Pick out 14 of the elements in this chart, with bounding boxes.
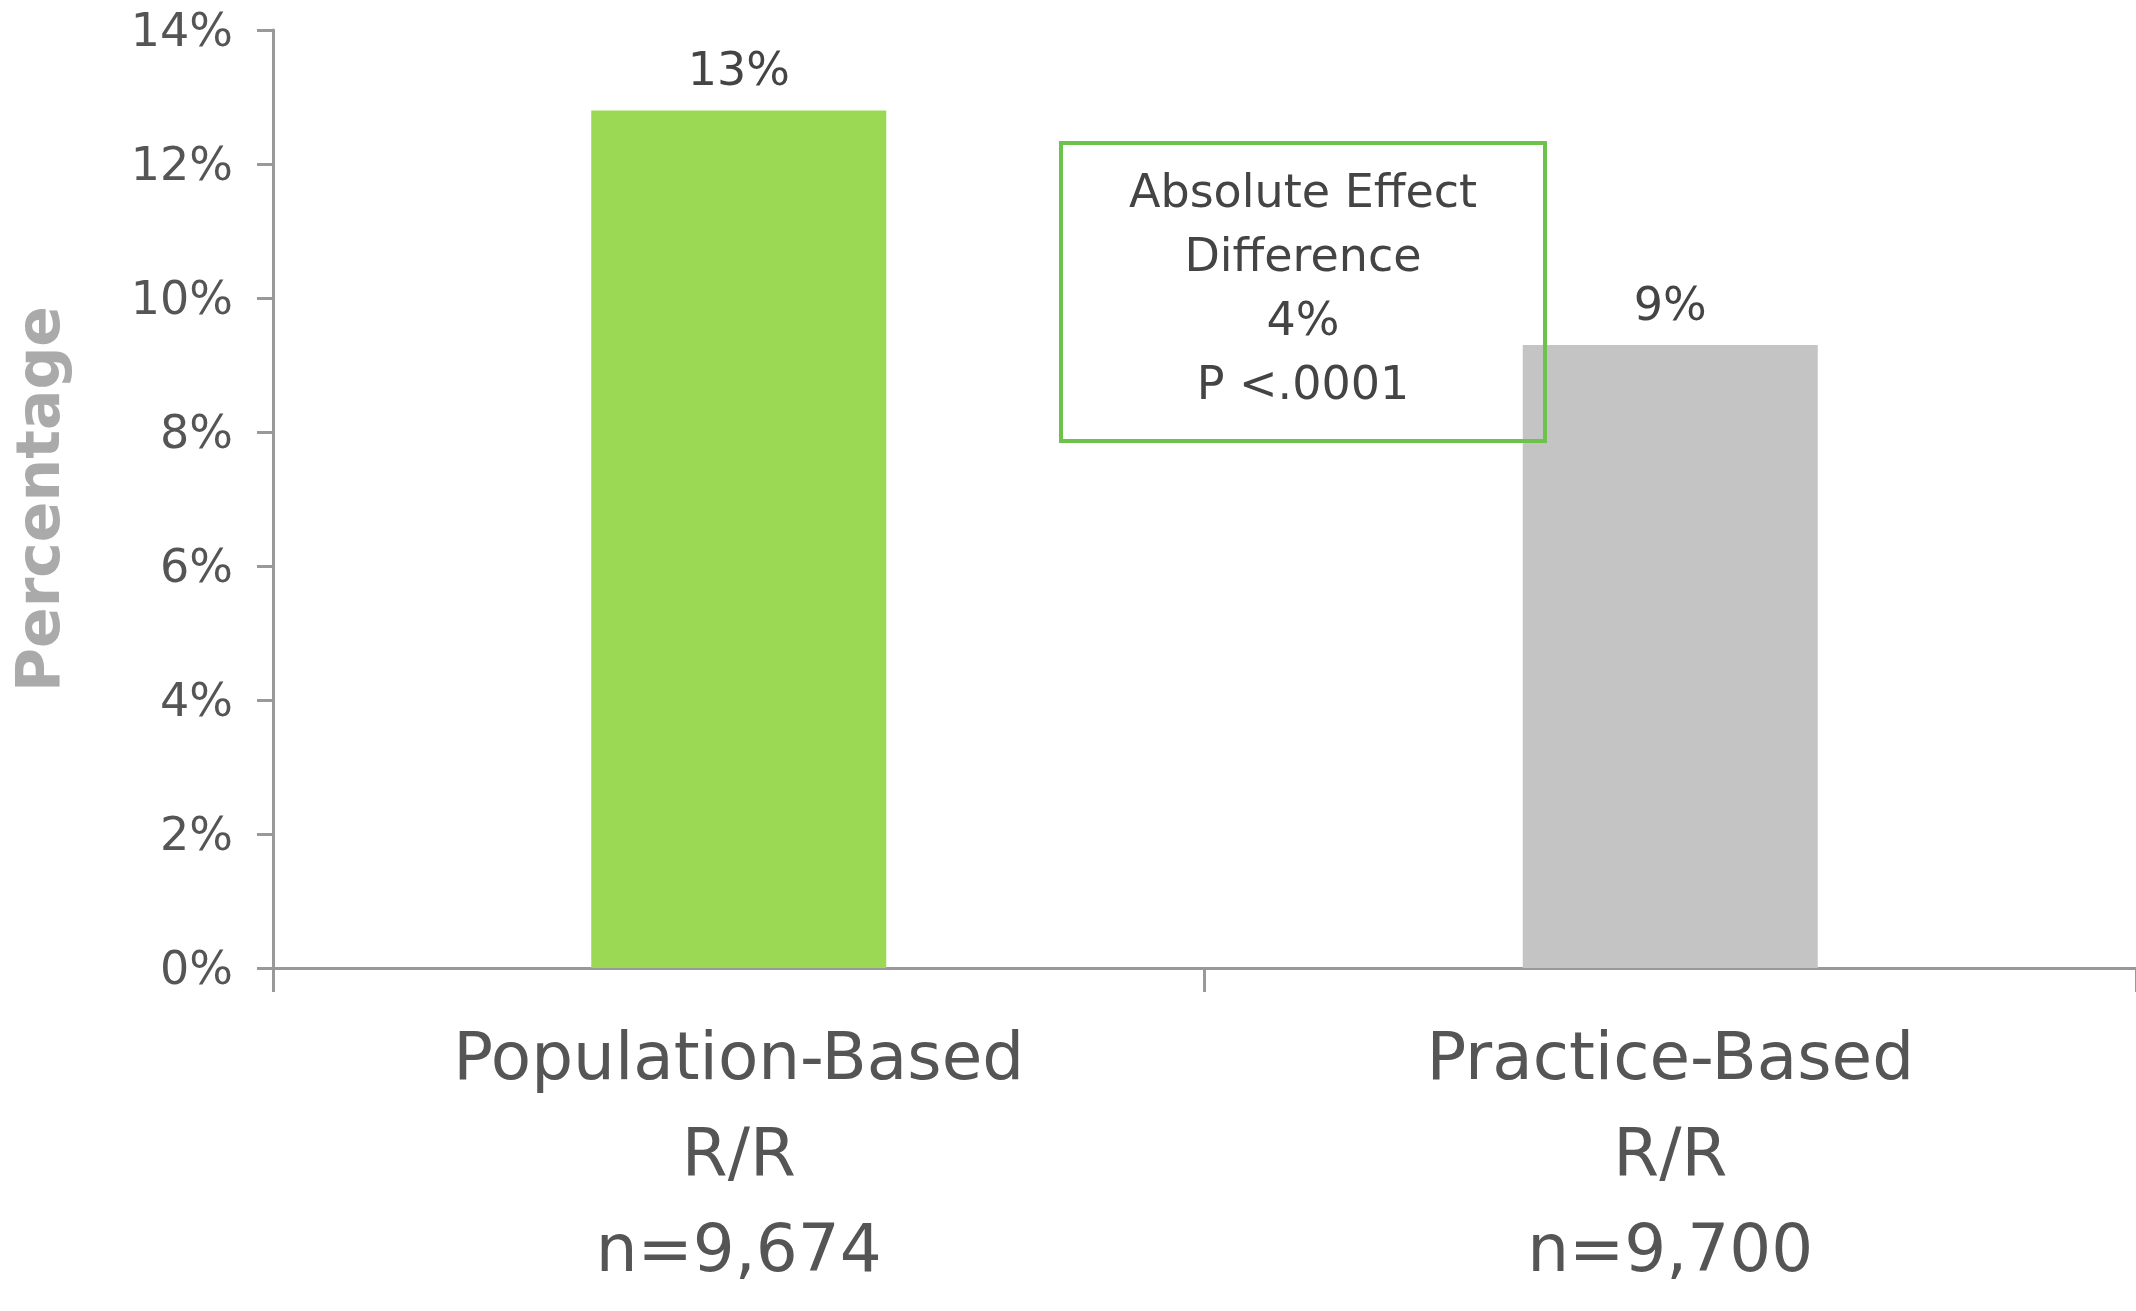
data-label: 13%	[687, 42, 790, 97]
y-axis-title: Percentage	[3, 305, 73, 693]
y-tick-label: 8%	[160, 405, 233, 459]
y-tick-label: 0%	[160, 941, 233, 995]
data-label: 9%	[1633, 276, 1707, 331]
y-tick-label: 14%	[130, 3, 233, 57]
y-tick-label: 2%	[160, 807, 233, 861]
x-tick-label: Practice-Based R/R n=9,700	[1426, 1017, 1915, 1287]
x-tick-label: Population-Based R/R n=9,674	[453, 1017, 1025, 1287]
y-tick-label: 6%	[160, 539, 233, 593]
annotation: Absolute Effect Difference 4% P <.0001	[1128, 164, 1478, 410]
y-tick-label: 12%	[130, 137, 233, 191]
y-tick-label: 4%	[160, 673, 233, 727]
y-tick-label: 10%	[130, 271, 233, 325]
